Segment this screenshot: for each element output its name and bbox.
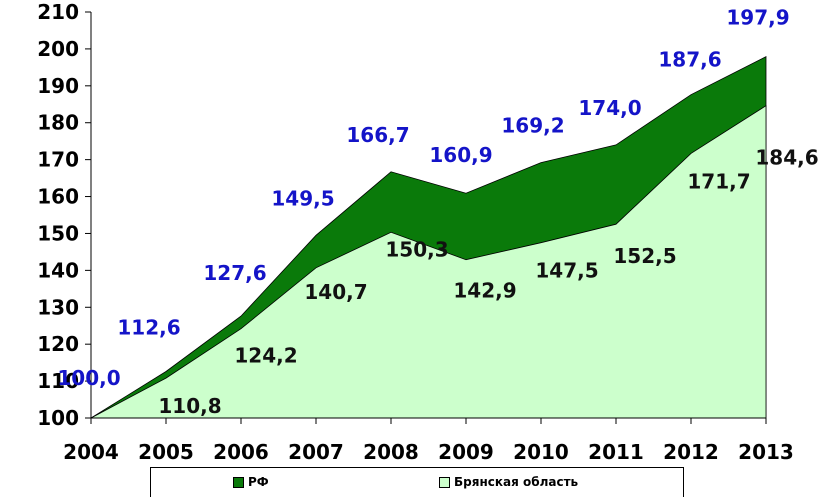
legend-swatch-region: [439, 476, 450, 488]
y-tick-label: 120: [37, 332, 79, 356]
y-tick-label: 130: [37, 295, 79, 319]
legend-item-region: Брянская область: [439, 475, 578, 489]
x-tick-label: 2005: [138, 440, 194, 464]
data-label-region: 152,5: [613, 244, 676, 268]
legend-swatch-rf: [233, 476, 244, 488]
y-tick-label: 150: [37, 221, 79, 245]
legend-label-region: Брянская область: [454, 475, 579, 489]
area-region: [90, 104, 767, 419]
data-label-rf: 174,0: [578, 96, 641, 120]
data-label-rf: 169,2: [501, 114, 564, 138]
axes: 100 110 120 130 140 150 160 170 180 190 200 210 2004…: [37, 0, 794, 464]
plot-area: [89, 56, 767, 419]
x-tick-label: 2007: [288, 440, 344, 464]
x-tick-label: 2006: [213, 440, 269, 464]
data-label-region: 150,3: [385, 237, 448, 261]
data-label-region: 142,9: [453, 279, 516, 303]
y-tick-label: 110: [37, 369, 79, 393]
legend-label-rf: РФ: [248, 475, 269, 489]
y-tick-label: 190: [37, 74, 79, 98]
y-tick-label: 180: [37, 111, 79, 135]
x-tick-label: 2013: [738, 440, 794, 464]
legend-item-rf: РФ: [233, 475, 269, 489]
data-label-rf: 112,6: [117, 315, 180, 339]
data-labels: 100,0 112,6 127,6 149,5 166,7 160,9 169,2 174,0…: [57, 6, 818, 418]
x-tick-label: 2012: [663, 440, 719, 464]
legend: РФ Брянская область: [150, 467, 684, 497]
y-tick-label: 160: [37, 185, 79, 209]
y-tick-label: 170: [37, 148, 79, 172]
x-tick-label: 2008: [363, 440, 419, 464]
y-tick-label: 210: [37, 0, 79, 24]
y-tick-label: 100: [37, 406, 79, 430]
data-label-region: 124,2: [234, 344, 297, 368]
data-label-rf: 160,9: [429, 143, 492, 167]
x-tick-label: 2004: [63, 440, 119, 464]
data-label-region: 171,7: [687, 169, 750, 193]
data-label-rf: 187,6: [658, 48, 721, 72]
data-label-rf: 127,6: [203, 261, 266, 285]
x-tick-label: 2010: [513, 440, 569, 464]
data-label-rf: 166,7: [346, 123, 409, 147]
data-label-rf: 100,0: [57, 366, 120, 390]
data-label-rf: 149,5: [271, 186, 334, 210]
x-tick-label: 2011: [588, 440, 644, 464]
data-label-region: 110,8: [158, 394, 221, 418]
data-label-region: 147,5: [535, 259, 598, 283]
y-tick-label: 200: [37, 37, 79, 61]
data-label-region: 184,6: [755, 146, 818, 170]
y-tick-label: 140: [37, 258, 79, 282]
x-tick-label: 2009: [438, 440, 494, 464]
data-label-region: 140,7: [304, 280, 367, 304]
data-label-rf: 197,9: [726, 6, 789, 30]
